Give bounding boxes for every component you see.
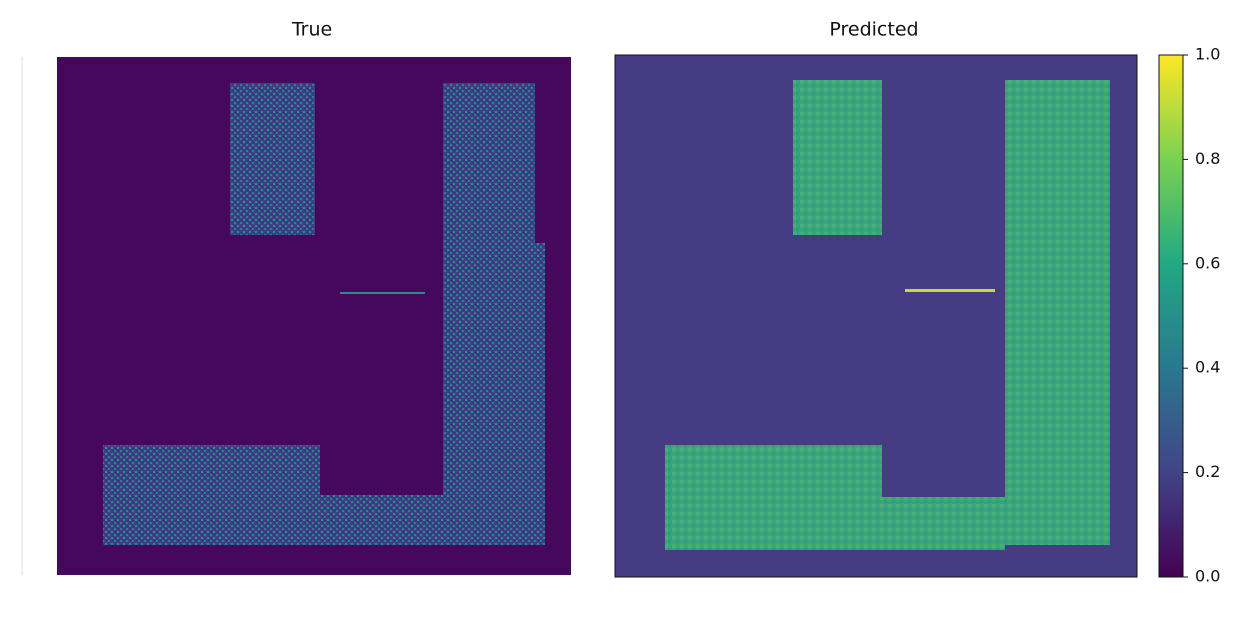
predicted-image [614, 54, 1138, 578]
colorbar-scale [1158, 54, 1184, 578]
panel-title: Predicted [829, 19, 918, 41]
tick-label: 0.2 [1195, 462, 1220, 481]
true-image [57, 57, 571, 575]
tick-label: 0.6 [1195, 253, 1220, 272]
colorbar: 0.0 0.2 0.4 0.6 0.8 1.0 [1158, 45, 1220, 586]
tick-label: 0.0 [1195, 567, 1220, 586]
tick-label: 0.4 [1195, 358, 1220, 377]
panel-title: True [291, 19, 332, 41]
tick-label: 0.8 [1195, 149, 1220, 168]
tick-label: 1.0 [1195, 45, 1220, 64]
